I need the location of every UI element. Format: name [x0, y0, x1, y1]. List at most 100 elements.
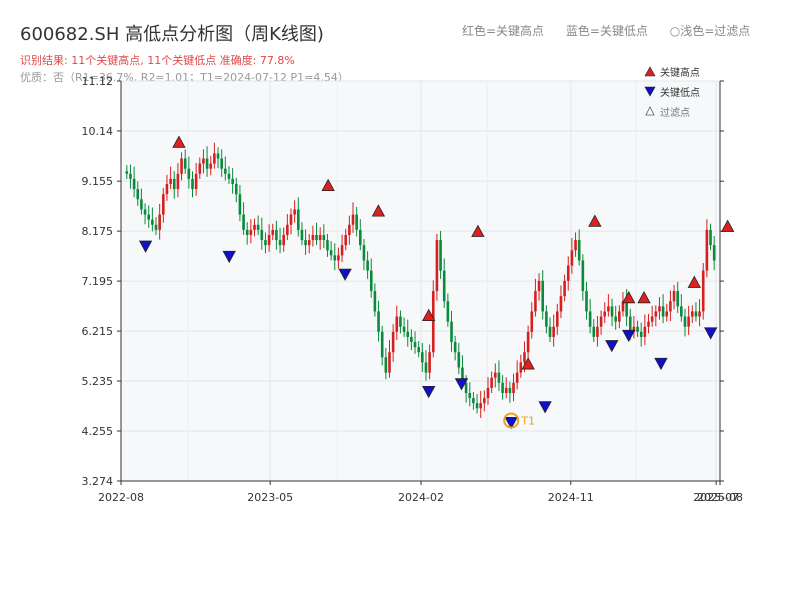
x-tick-label: 2023-05	[247, 491, 293, 504]
candle-body	[585, 291, 588, 312]
candle-body	[581, 260, 585, 292]
candle-body	[158, 214, 161, 230]
candle-body	[545, 311, 548, 327]
candle-body	[621, 301, 625, 312]
candle-body	[286, 224, 289, 235]
key-high-marker	[588, 214, 602, 227]
candle-body	[486, 387, 490, 399]
candle-body	[176, 173, 180, 190]
candle-body	[355, 214, 358, 230]
candle-body	[224, 168, 227, 174]
candle-body	[369, 270, 373, 292]
candle-body	[275, 229, 278, 241]
x-tick-label: 2025-08	[697, 491, 743, 504]
result-summary: 识别结果: 11个关键高点, 11个关键低点 准确度: 77.8%	[20, 54, 295, 67]
candle-body	[373, 291, 377, 312]
candle-body	[669, 301, 672, 312]
candle-body	[607, 306, 610, 312]
candle-body	[256, 224, 260, 230]
candle-body	[508, 387, 512, 394]
candle-body	[610, 306, 614, 317]
y-tick-label: 11.12	[82, 75, 114, 88]
key-high-marker	[172, 135, 186, 148]
legend-filtered-label: 过滤点	[660, 106, 690, 119]
candle-body	[526, 331, 530, 353]
candle-body	[132, 178, 136, 190]
candle-body	[129, 173, 132, 179]
candle-body	[191, 178, 194, 190]
candle-body	[143, 209, 147, 215]
candle-body	[311, 234, 315, 241]
key-high-marker	[521, 357, 535, 370]
candle-body	[680, 306, 683, 317]
candle-body	[344, 234, 348, 246]
candle-body	[450, 321, 453, 343]
candle-body	[501, 382, 504, 394]
key-high-marker	[422, 308, 436, 322]
legend-red-text: 红色=关键高点	[462, 24, 545, 38]
candle-body	[169, 178, 172, 184]
candle-body	[676, 291, 679, 307]
candle-body	[340, 245, 344, 256]
candle-body	[658, 306, 661, 312]
candle-body	[384, 357, 388, 373]
candle-body	[534, 291, 537, 312]
candle-body	[337, 255, 340, 261]
candle-body	[151, 219, 154, 225]
candle-body	[599, 316, 603, 327]
candle-body	[698, 311, 701, 317]
candle-body	[519, 362, 523, 373]
candle-body	[439, 240, 442, 271]
candle-body	[446, 301, 450, 322]
candle-body	[497, 372, 501, 383]
candle-body	[479, 403, 482, 409]
candle-body	[672, 291, 676, 302]
candle-body	[322, 234, 326, 241]
candle-body	[548, 326, 552, 337]
candle-body	[245, 229, 249, 235]
candle-body	[209, 163, 213, 169]
legend-low-label: 关键低点	[660, 86, 700, 99]
candle-body	[399, 316, 402, 327]
candle-body	[318, 234, 322, 241]
candle-body	[172, 178, 176, 190]
y-tick-label: 10.14	[82, 125, 114, 138]
candle-body	[304, 240, 307, 246]
key-low-marker	[422, 385, 436, 399]
candle-body	[194, 173, 198, 190]
t1-label: T1	[520, 414, 535, 427]
candle-body	[661, 306, 665, 317]
candle-body	[238, 194, 242, 215]
key-low-marker	[504, 417, 518, 430]
candle-body	[636, 326, 639, 332]
candle-body	[457, 352, 461, 368]
legend-filtered-icon	[645, 106, 655, 116]
candle-body	[559, 296, 563, 312]
candle-body	[227, 173, 231, 179]
candle-body	[136, 189, 140, 200]
candle-body	[475, 403, 479, 409]
candle-body	[253, 224, 256, 230]
candle-body	[231, 178, 234, 184]
candle-body	[162, 194, 165, 215]
candle-body	[628, 316, 632, 332]
candle-body	[333, 255, 337, 261]
key-low-marker	[538, 401, 552, 414]
key-high-marker	[687, 275, 701, 288]
candle-body	[424, 362, 428, 373]
candle-body	[570, 250, 574, 266]
candle-body	[154, 224, 158, 230]
top-legend: 红色=关键高点 蓝色=关键低点 ○浅色=过滤点	[462, 22, 768, 39]
candle-body	[435, 240, 439, 292]
candle-body	[639, 331, 643, 337]
candle-body	[362, 245, 366, 261]
candle-body	[650, 316, 654, 322]
candle-body	[351, 214, 355, 225]
candle-body	[242, 214, 245, 230]
key-low-marker	[338, 268, 352, 281]
legend-high-icon	[644, 66, 656, 77]
candle-body	[326, 240, 329, 251]
candle-body	[391, 331, 395, 353]
candle-body	[523, 352, 526, 363]
candle-body	[388, 352, 391, 373]
